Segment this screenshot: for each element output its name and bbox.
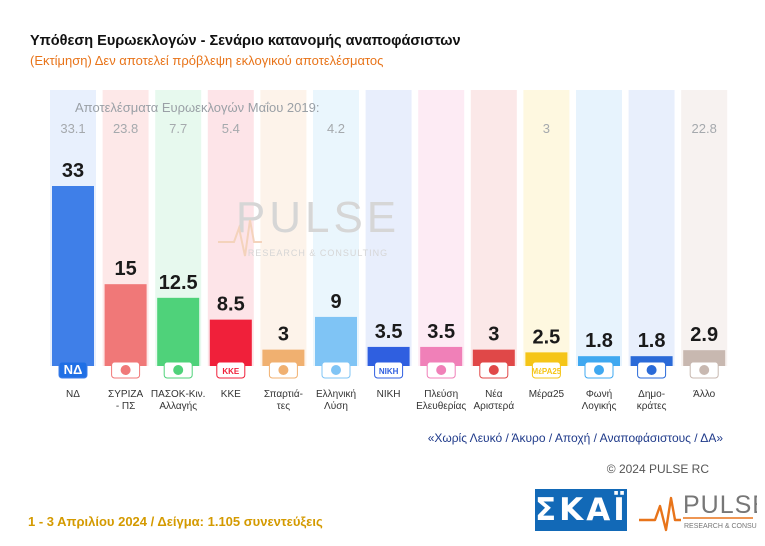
bar <box>104 284 147 366</box>
result-2019-label: 7.7 <box>169 121 187 136</box>
column-background <box>681 90 728 366</box>
bar <box>578 356 620 366</box>
column-background <box>576 90 622 366</box>
chart-subtitle: (Εκτίμηση) Δεν αποτελεί πρόβλεψη εκλογικ… <box>30 53 384 68</box>
column-background <box>523 90 570 366</box>
skai-logo: ΣΚΑΪ <box>535 489 627 531</box>
kke-logo-icon <box>216 361 246 379</box>
value-label: 33 <box>62 160 84 182</box>
category-label: Ελληνική <box>316 388 356 400</box>
niki-logo-icon <box>374 361 404 379</box>
value-label: 9 <box>330 291 341 313</box>
watermark-brand: PULSE <box>236 193 400 242</box>
category-label: Νέα <box>485 388 503 400</box>
column-background <box>418 90 465 366</box>
result-2019-label: 5.4 <box>222 121 240 136</box>
party-logo-text: ΝΙΚΗ <box>379 367 399 376</box>
value-label: 12.5 <box>159 272 198 294</box>
party-logo-text: ΜέΡΑ25 <box>532 367 562 376</box>
value-label: 2.5 <box>532 326 560 348</box>
category-label: ΝΔ <box>66 389 80 400</box>
category-label: Μέρα25 <box>529 388 565 400</box>
column-background <box>365 90 412 366</box>
value-label: 1.8 <box>585 330 613 352</box>
party-logo-mark <box>436 365 447 375</box>
party-logo-mark <box>594 365 604 375</box>
party-logo-mark <box>173 365 184 375</box>
party-logo-mark <box>120 365 131 375</box>
category-label: Άλλο <box>693 389 716 400</box>
value-label: 3 <box>278 324 289 346</box>
nd-logo-icon <box>58 361 88 379</box>
value-label: 3 <box>488 324 499 346</box>
party-logo-mark <box>331 365 341 375</box>
svg-text:PULSE: PULSE <box>683 491 757 519</box>
value-label: 2.9 <box>690 324 718 346</box>
result-2019-label: 3 <box>543 121 550 136</box>
column-background <box>260 90 307 366</box>
value-label: 8.5 <box>217 294 245 316</box>
category-label: ΝΙΚΗ <box>377 389 401 400</box>
svg-text:RESEARCH & CONSULTING: RESEARCH & CONSULTING <box>684 523 757 530</box>
mera25-logo-icon <box>531 361 561 379</box>
value-label: 3.5 <box>427 321 455 343</box>
category-label: Λύση <box>324 400 348 412</box>
category-label: Αλλαγής <box>159 400 197 412</box>
party-logo-text: ΚΚΕ <box>222 367 240 376</box>
category-label: τες <box>277 401 290 412</box>
category-label: Ελευθερίας <box>416 400 466 412</box>
result-2019-label: 22.8 <box>692 121 717 136</box>
category-label: Φωνή <box>586 388 612 400</box>
party-logo-mark <box>278 365 289 375</box>
value-label: 3.5 <box>375 321 403 343</box>
category-label: Αριστερά <box>473 400 514 412</box>
result-2019-label: 33.1 <box>60 121 85 136</box>
category-label: - ΠΣ <box>116 401 136 412</box>
party-logo-mark <box>646 365 657 375</box>
category-label: ΣΥΡΙΖΑ <box>108 389 143 400</box>
bar <box>52 186 94 366</box>
watermark-pulse-icon <box>218 219 262 257</box>
category-label: Πλεύση <box>424 388 458 400</box>
pulse-logo: PULSE RESEARCH & CONSULTING <box>639 491 757 532</box>
column-background <box>470 90 517 366</box>
category-label: Λογικής <box>582 400 617 412</box>
result-2019-label: 4.2 <box>327 121 345 136</box>
watermark-tagline: RESEARCH & CONSULTING <box>248 248 388 258</box>
value-label: 15 <box>114 258 136 280</box>
copyright-text: © 2024 PULSE RC <box>606 462 709 476</box>
exclusion-note: «Χωρίς Λευκό / Άκυρο / Αποχή / Αναποφάσι… <box>427 431 723 445</box>
category-label: Σπαρτιά- <box>264 388 303 400</box>
value-label: 1.8 <box>638 330 666 352</box>
bar <box>209 319 252 366</box>
category-label: ΚΚΕ <box>221 389 241 400</box>
party-logo-mark <box>488 365 499 375</box>
result-2019-label: 23.8 <box>113 121 138 136</box>
bar <box>367 346 410 366</box>
category-label: Δημο- <box>638 389 665 400</box>
bar <box>630 356 673 366</box>
party-logo-mark <box>699 365 710 375</box>
column-background <box>628 90 675 366</box>
party-logo-text: ΝΔ <box>64 362 83 377</box>
category-label: ΠΑΣΟΚ-Κιν. <box>151 389 206 400</box>
bar <box>420 346 463 366</box>
reference-label: Αποτελέσματα Ευρωεκλογών Μαΐου 2019: <box>75 100 319 115</box>
bar <box>315 316 357 366</box>
chart-title: Υπόθεση Ευρωεκλογών - Σενάριο κατανομής … <box>30 33 461 49</box>
bar <box>157 297 200 366</box>
survey-footer: 1 - 3 Απριλίου 2024 / Δείγμα: 1.105 συνε… <box>28 514 323 529</box>
category-label: κράτες <box>637 400 667 412</box>
